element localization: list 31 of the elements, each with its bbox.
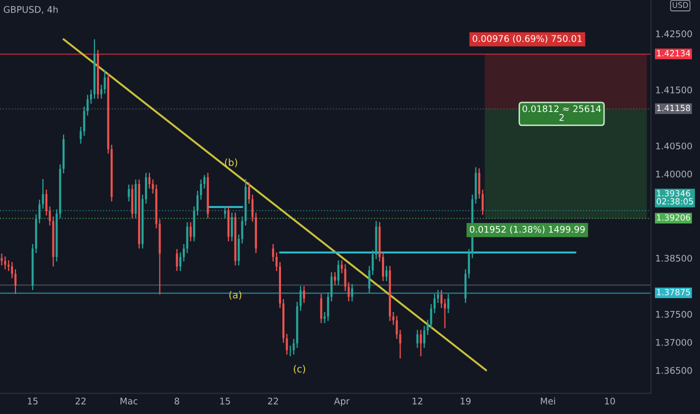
y-tick-label: 1.36500 — [656, 367, 692, 374]
x-tick-label: 19 — [460, 398, 471, 404]
annotation: 0.01952 (1.38%) 1499.99 — [470, 226, 585, 234]
ref-line-label: 1.37875 — [657, 289, 690, 296]
y-tick-label: 1.40500 — [656, 142, 692, 150]
ref-line-label: 1.39346 02:38:05 — [656, 190, 693, 204]
x-tick-label: 22 — [268, 398, 278, 404]
x-tick-label: 22 — [76, 398, 86, 404]
x-tick-label: 12 — [412, 398, 422, 404]
x-tick-label: Apr — [334, 398, 350, 406]
annotation: (b) — [225, 158, 238, 168]
annotation: (c) — [294, 365, 306, 374]
x-tick-label: 15 — [28, 398, 38, 404]
y-tick-label: 1.37000 — [656, 338, 692, 346]
ref-line-label: 1.39206 — [657, 214, 690, 221]
x-tick-label: 15 — [220, 398, 230, 404]
x-tick-label: Mei — [540, 397, 556, 404]
ref-line-label: 1.42134 — [657, 50, 690, 56]
annotation: 0.00976 (0.69%) 750.01 — [472, 34, 582, 44]
x-tick-label: Mac — [120, 398, 138, 404]
text: GBPUSD, 4h — [4, 6, 58, 14]
annotation: 0.01812 ≈ 25614 2 — [522, 105, 601, 121]
y-tick-label: 1.42500 — [656, 30, 692, 38]
annotation: (a) — [229, 290, 242, 300]
x-tick-label: 8 — [174, 398, 180, 404]
y-tick-label: 1.41500 — [656, 86, 692, 94]
x-tick-label: 10 — [605, 398, 615, 404]
y-tick-label: 1.37500 — [656, 310, 692, 318]
y-tick-label: 1.38500 — [656, 254, 692, 262]
ref-line-label: 1.41158 — [657, 104, 690, 112]
y-tick-label: 1.40000 — [656, 170, 692, 178]
